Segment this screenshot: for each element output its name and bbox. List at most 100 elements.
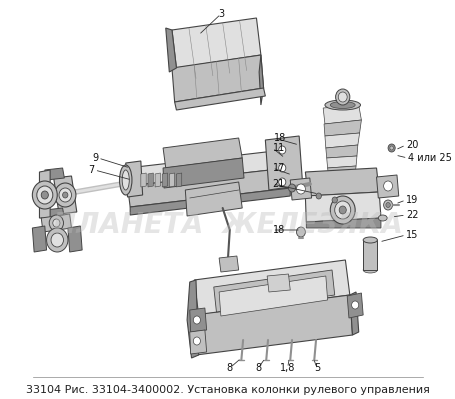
Circle shape: [385, 203, 389, 207]
Polygon shape: [218, 256, 238, 272]
Circle shape: [331, 197, 337, 203]
Text: 11: 11: [272, 143, 284, 153]
Polygon shape: [194, 295, 352, 355]
Polygon shape: [41, 214, 71, 232]
Circle shape: [37, 186, 53, 204]
Polygon shape: [265, 136, 302, 190]
Polygon shape: [325, 145, 357, 158]
Text: 17: 17: [272, 163, 284, 173]
Polygon shape: [346, 293, 362, 318]
Text: 21: 21: [272, 179, 284, 189]
Circle shape: [339, 206, 345, 214]
Circle shape: [32, 181, 57, 209]
Polygon shape: [185, 182, 242, 216]
Text: ПЛАНЕТА  ЖЕЛЕЗЯКА: ПЛАНЕТА ЖЕЛЕЗЯКА: [53, 211, 402, 239]
Polygon shape: [324, 133, 359, 148]
Text: 4 или 25: 4 или 25: [407, 153, 450, 163]
Text: 1,8: 1,8: [279, 363, 295, 373]
Circle shape: [59, 188, 71, 202]
Ellipse shape: [362, 267, 377, 273]
Circle shape: [62, 192, 68, 198]
Circle shape: [49, 215, 63, 231]
Circle shape: [383, 181, 392, 191]
Polygon shape: [127, 150, 287, 186]
Polygon shape: [176, 173, 182, 187]
Text: 7: 7: [88, 165, 94, 175]
Polygon shape: [127, 168, 290, 207]
Circle shape: [46, 228, 68, 252]
Polygon shape: [147, 173, 153, 187]
Polygon shape: [174, 88, 265, 110]
Ellipse shape: [362, 237, 377, 243]
Text: 8: 8: [226, 363, 233, 373]
Polygon shape: [376, 175, 398, 198]
Circle shape: [193, 316, 200, 324]
Text: 33104 Рис. 33104-3400002. Установка колонки рулевого управления: 33104 Рис. 33104-3400002. Установка коло…: [26, 385, 429, 395]
Text: 19: 19: [405, 195, 417, 205]
Ellipse shape: [329, 101, 354, 109]
Polygon shape: [258, 55, 263, 105]
Ellipse shape: [378, 215, 386, 221]
Circle shape: [329, 196, 354, 224]
Circle shape: [296, 227, 305, 237]
Circle shape: [351, 301, 358, 309]
Polygon shape: [32, 226, 46, 252]
Text: 5: 5: [313, 363, 319, 373]
Circle shape: [41, 191, 48, 199]
Polygon shape: [267, 274, 290, 292]
Polygon shape: [45, 208, 64, 220]
Circle shape: [335, 89, 349, 105]
Polygon shape: [290, 178, 311, 200]
Polygon shape: [218, 276, 327, 316]
Polygon shape: [45, 168, 64, 180]
Text: 20: 20: [405, 140, 417, 150]
Polygon shape: [189, 308, 206, 332]
Polygon shape: [194, 260, 349, 315]
Polygon shape: [68, 226, 82, 252]
Text: 8: 8: [255, 363, 261, 373]
Circle shape: [296, 184, 305, 194]
Polygon shape: [306, 218, 380, 228]
Polygon shape: [305, 192, 380, 222]
Ellipse shape: [119, 165, 131, 195]
Circle shape: [338, 92, 346, 102]
Polygon shape: [326, 156, 356, 168]
Polygon shape: [324, 120, 361, 136]
Circle shape: [383, 200, 392, 210]
Text: 18: 18: [273, 133, 286, 143]
Circle shape: [278, 178, 285, 186]
Polygon shape: [172, 18, 260, 68]
Polygon shape: [189, 330, 206, 354]
Circle shape: [315, 193, 321, 199]
Polygon shape: [155, 173, 160, 187]
Circle shape: [193, 337, 200, 345]
Polygon shape: [165, 28, 176, 72]
Polygon shape: [130, 188, 290, 215]
Polygon shape: [362, 240, 377, 270]
Polygon shape: [162, 173, 167, 187]
Polygon shape: [163, 158, 243, 188]
Polygon shape: [327, 166, 355, 175]
Ellipse shape: [324, 100, 360, 110]
Polygon shape: [213, 270, 334, 312]
Circle shape: [288, 184, 295, 192]
Polygon shape: [305, 168, 379, 196]
Polygon shape: [187, 280, 198, 358]
Circle shape: [51, 233, 63, 247]
Text: 22: 22: [405, 210, 417, 220]
Circle shape: [278, 164, 285, 172]
Polygon shape: [172, 55, 263, 102]
Ellipse shape: [122, 170, 129, 190]
Polygon shape: [323, 105, 361, 124]
Circle shape: [278, 146, 285, 154]
Circle shape: [53, 219, 60, 227]
Polygon shape: [126, 161, 142, 197]
Text: 9: 9: [92, 153, 98, 163]
Polygon shape: [141, 173, 146, 187]
Circle shape: [389, 146, 393, 150]
Text: 18: 18: [272, 225, 284, 235]
Polygon shape: [163, 138, 242, 168]
Circle shape: [387, 144, 394, 152]
Circle shape: [55, 183, 76, 207]
Polygon shape: [54, 176, 76, 214]
